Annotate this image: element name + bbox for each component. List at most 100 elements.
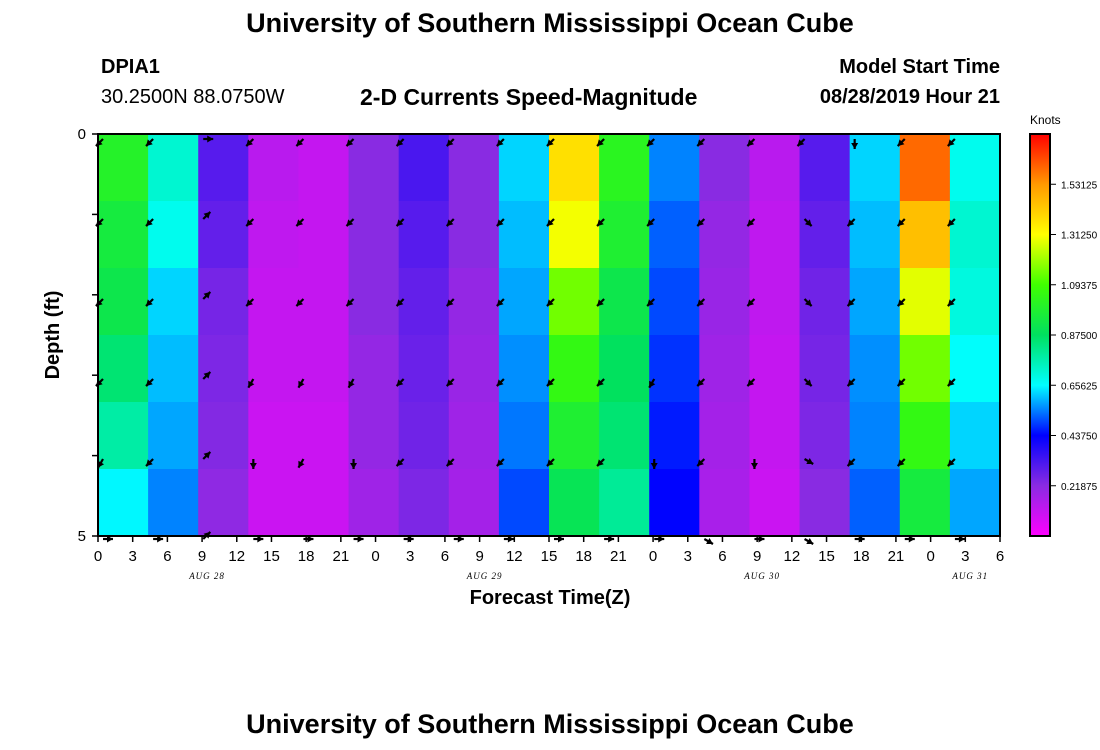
current-vector (554, 535, 564, 543)
heatmap-cell (949, 201, 1001, 269)
current-vector (295, 298, 305, 307)
current-vector (896, 458, 906, 467)
heatmap-cell (298, 268, 350, 336)
x-date-label: AUG 31 (951, 571, 988, 581)
x-tick-label: 6 (718, 548, 726, 565)
heatmap-cell (498, 134, 550, 202)
heatmap-cell (799, 402, 851, 470)
heatmap-cell (398, 335, 450, 403)
heatmap-cell (549, 134, 600, 202)
heatmap-cell (198, 402, 249, 470)
heatmap-cell (248, 469, 299, 537)
heatmap-cell (699, 201, 750, 269)
chart-subtitle: 2-D Currents Speed-Magnitude (360, 84, 698, 110)
colorbar-tick-label: 1.53125 (1061, 180, 1098, 191)
heatmap-cell (599, 335, 650, 403)
current-vector (245, 218, 255, 227)
current-vector (445, 298, 455, 307)
model-start-label: Model Start Time (839, 56, 1000, 78)
x-tick-label: 18 (853, 548, 870, 565)
current-vector (947, 138, 956, 147)
heatmap-cell (98, 268, 149, 336)
heatmap-cell (448, 402, 500, 470)
chart-axes: 0 3 6 9 12 15 18 21 0 3 6 9 12 15 18 21 0 3 6 9 12 15 18 21 0 3 6A… (78, 126, 1005, 581)
heatmap-cell (599, 402, 650, 470)
heatmap-cell (899, 402, 951, 470)
heatmap-cell (899, 335, 951, 403)
current-vector (546, 378, 555, 387)
current-vector (947, 218, 956, 227)
current-vector (145, 378, 154, 387)
current-vector (350, 459, 358, 469)
current-vector (896, 218, 906, 227)
current-vector (203, 135, 214, 143)
heatmap-cell (248, 402, 299, 470)
heatmap-cell (649, 201, 700, 269)
x-tick-label: 0 (371, 548, 379, 565)
current-vector (297, 458, 305, 469)
heatmap-cell (98, 201, 149, 269)
x-tick-label: 6 (996, 548, 1004, 565)
heatmap-cell (849, 268, 901, 336)
heatmap-cell (448, 201, 500, 269)
heatmap-cell (348, 134, 400, 202)
current-vector (546, 218, 555, 227)
heatmap-cell (599, 268, 650, 336)
current-vector (646, 298, 656, 307)
footer-title: University of Southern Mississippi Ocean… (246, 709, 854, 739)
current-vector (395, 378, 405, 387)
heatmap-cell (849, 469, 901, 537)
current-vector (896, 138, 906, 147)
current-vector (754, 535, 765, 543)
x-tick-label: 6 (163, 548, 171, 565)
current-vector (696, 298, 706, 307)
colorbar-tick-label: 1.09375 (1061, 281, 1098, 292)
heatmap-cell (248, 134, 299, 202)
heatmap-cells (98, 134, 1001, 537)
current-vector (746, 138, 756, 147)
current-vector (345, 298, 355, 307)
current-vector (596, 458, 605, 467)
heatmap-cell (549, 268, 600, 336)
y-tick-label: 5 (78, 528, 86, 545)
heatmap-cell (398, 201, 450, 269)
heatmap-cell (699, 268, 750, 336)
current-vector (245, 138, 255, 147)
heatmap-cell (849, 402, 901, 470)
model-start-value: 08/28/2019 Hour 21 (819, 86, 1000, 108)
x-tick-label: 15 (818, 548, 835, 565)
heatmap-cell (699, 402, 750, 470)
heatmap-cell (849, 335, 901, 403)
heatmap-cell (448, 469, 500, 537)
heatmap-cell (298, 201, 350, 269)
colorbar-gradient (1029, 133, 1051, 537)
current-vector (345, 218, 355, 227)
x-date-label: AUG 29 (466, 571, 503, 581)
current-vector (202, 451, 212, 460)
current-vector (746, 378, 756, 387)
x-date-label: AUG 30 (743, 571, 780, 581)
heatmap-cell (448, 134, 500, 202)
station-coordinates: 30.2500N 88.0750W (101, 86, 285, 108)
current-vector (153, 535, 164, 543)
heatmap-cell (148, 335, 199, 403)
x-date-label: AUG 28 (188, 571, 225, 581)
heatmap-cell (498, 268, 550, 336)
heatmap-cell (148, 268, 199, 336)
current-vector (249, 459, 257, 469)
heatmap-cell (599, 469, 650, 537)
heatmap-cell (649, 134, 700, 202)
current-vector (103, 535, 113, 543)
heatmap-cell (198, 335, 249, 403)
current-vector (145, 218, 154, 227)
current-vector (596, 138, 605, 147)
heatmap-cell (348, 268, 400, 336)
heatmap-cell (799, 469, 851, 537)
heatmap-cell (799, 335, 851, 403)
heatmap-cell (98, 402, 149, 470)
heatmap-cell (498, 469, 550, 537)
x-tick-label: 0 (94, 548, 102, 565)
colorbar-unit: Knots (1030, 113, 1061, 127)
x-tick-label: 0 (926, 548, 934, 565)
